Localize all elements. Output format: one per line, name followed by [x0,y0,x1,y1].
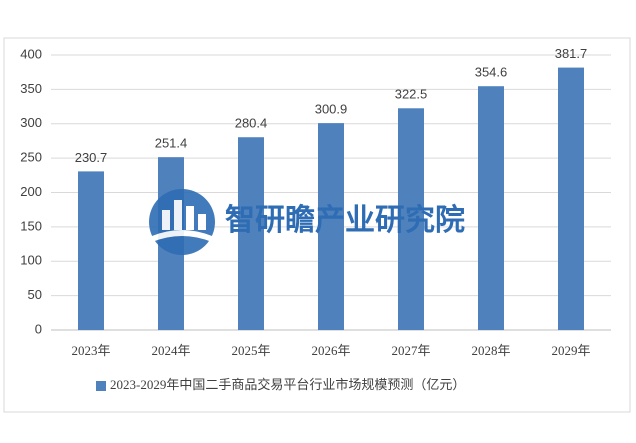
x-tick-label: 2025年 [231,343,270,358]
y-tick-label: 0 [35,321,42,336]
y-tick-label: 100 [20,253,42,268]
y-tick-label: 250 [20,150,42,165]
bar [398,108,424,330]
value-label: 251.4 [155,136,188,151]
watermark: 智研瞻产业研究院 [225,203,465,237]
value-label: 381.7 [555,46,588,61]
y-tick-label: 50 [28,287,42,302]
chart-border [3,37,631,413]
bar [478,86,504,331]
bar [558,67,584,331]
value-label: 322.5 [395,87,428,102]
y-tick-label: 150 [20,218,42,233]
x-tick-label: 2023年 [71,343,110,358]
bar [78,171,104,330]
bar [238,137,264,330]
y-tick-label: 300 [20,115,42,130]
x-tick-label: 2024年 [151,343,190,358]
x-tick-label: 2027年 [391,343,430,358]
bar [318,123,344,330]
y-tick-label: 400 [20,46,42,61]
y-tick-label: 350 [20,81,42,96]
value-label: 280.4 [235,116,268,131]
x-tick-label: 2029年 [551,343,590,358]
value-label: 230.7 [75,150,108,165]
value-label: 354.6 [475,65,508,80]
value-label: 300.9 [315,102,348,117]
legend-swatch [96,381,106,391]
y-tick-label: 200 [20,184,42,199]
x-tick-label: 2028年 [471,343,510,358]
watermark-logo [149,189,215,255]
legend-label: 2023-2029年中国二手商品交易平台行业市场规模预测（亿元） [110,377,465,392]
x-tick-label: 2026年 [311,343,350,358]
